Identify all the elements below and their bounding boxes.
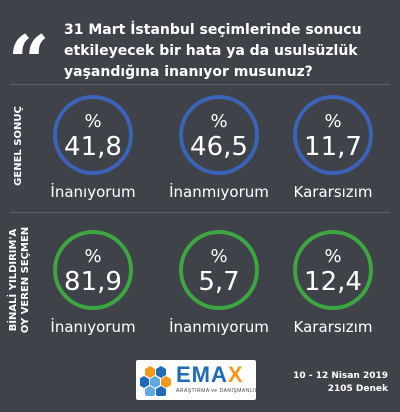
percent-sign: % <box>324 246 342 267</box>
stat-general-inanmiyorum: % 46,5 İnanmıyorum <box>164 95 274 205</box>
stat-category-label: İnanıyorum <box>50 318 136 336</box>
stat-ring: % 5,7 <box>179 230 259 310</box>
stat-value: 12,4 <box>304 267 362 297</box>
survey-sample-size: 2105 Denek <box>327 384 388 394</box>
hexagon-cluster-icon <box>140 366 171 396</box>
percent-sign: % <box>210 246 228 267</box>
percent-sign: % <box>84 111 102 132</box>
stat-ring: % 12,4 <box>293 230 373 310</box>
stat-ring: % 46,5 <box>179 95 259 175</box>
stat-ring: % 11,7 <box>293 95 373 175</box>
logo-wordmark-main: EMA <box>176 362 228 387</box>
stat-yildirim-inanmiyorum: % 5,7 İnanmıyorum <box>164 230 274 340</box>
chart-row-general: % 41,8 İnanıyorum % 46,5 İnanmıyorum % 1… <box>38 95 400 205</box>
chart-row-yildirim: % 81,9 İnanıyorum % 5,7 İnanmıyorum % 12… <box>38 230 400 340</box>
logo-wordmark-x: X <box>227 362 244 387</box>
section-title-general: GENEL SONUÇ <box>13 106 24 186</box>
stat-general-inaniyorum: % 41,8 İnanıyorum <box>38 95 148 205</box>
stat-general-kararsizim: % 11,7 Kararsızım <box>278 95 388 205</box>
stat-value: 46,5 <box>190 132 248 162</box>
percent-sign: % <box>210 111 228 132</box>
quote-icon: “ <box>8 19 50 104</box>
stat-category-label: Kararsızım <box>293 183 373 201</box>
logo-wordmark: EMAX <box>176 363 244 387</box>
stat-value: 5,7 <box>198 267 240 297</box>
percent-sign: % <box>324 111 342 132</box>
stat-value: 81,9 <box>64 267 122 297</box>
stat-yildirim-inaniyorum: % 81,9 İnanıyorum <box>38 230 148 340</box>
stat-category-label: İnanıyorum <box>50 183 136 201</box>
section-title-line-2: OY VEREN SEÇMEN <box>20 226 31 334</box>
survey-date: 10 - 12 Nisan 2019 <box>293 371 388 381</box>
stat-value: 41,8 <box>64 132 122 162</box>
divider-top <box>10 84 390 85</box>
stat-ring: % 81,9 <box>53 230 133 310</box>
stat-category-label: İnanmıyorum <box>169 318 269 336</box>
emax-logo: EMAX ARAŞTIRMA ve DANIŞMANLIK <box>136 360 259 400</box>
stat-category-label: Kararsızım <box>293 318 373 336</box>
stat-yildirim-kararsizim: % 12,4 Kararsızım <box>278 230 388 340</box>
divider-middle <box>10 212 390 213</box>
stat-category-label: İnanmıyorum <box>169 183 269 201</box>
stat-ring: % 41,8 <box>53 95 133 175</box>
logo-tagline: ARAŞTIRMA ve DANIŞMANLIK <box>176 388 259 394</box>
percent-sign: % <box>84 246 102 267</box>
section-title-line-1: BİNALİ YILDIRIM'A <box>8 228 19 332</box>
survey-question: 31 Mart İstanbul seçimlerinde sonucu etk… <box>64 22 362 80</box>
section-title-yildirim: BİNALİ YILDIRIM'A OY VEREN SEÇMEN <box>8 227 32 333</box>
stat-value: 11,7 <box>304 132 362 162</box>
